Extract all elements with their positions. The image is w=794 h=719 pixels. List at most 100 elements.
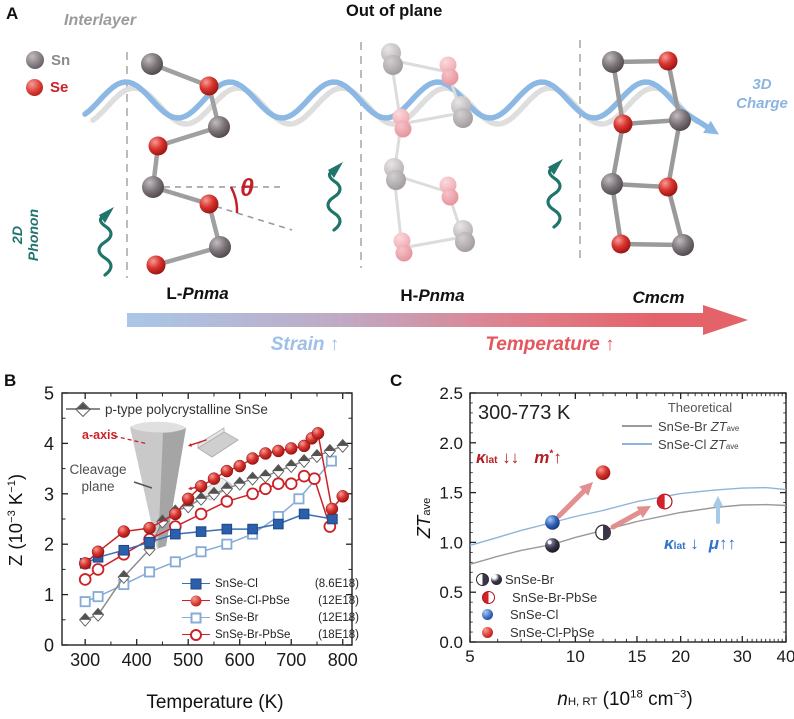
strain-temperature-arrow [127, 305, 748, 335]
panel-c-y-axis-label: ZTave [413, 497, 434, 539]
panel-c-chart: 5 10 15 20 30 40 0.0 0.5 1.0 1.5 2.0 2.5 [439, 384, 794, 666]
svg-text:0: 0 [44, 636, 54, 656]
theta-label: θ [240, 174, 254, 202]
sn-label: Sn [51, 51, 71, 69]
legend-item-snse-br-pbse: SnSe-Br-PbSe (18E18) [182, 626, 359, 643]
strain-label: Strain ↑ [270, 334, 340, 355]
svg-text:1: 1 [44, 585, 54, 605]
phonon-label: 2D Phonon [9, 208, 42, 262]
svg-text:500: 500 [173, 650, 203, 670]
half-dark-circle-icon [476, 573, 489, 587]
svg-text:600: 600 [225, 650, 255, 670]
half-red-circle-icon [482, 590, 495, 604]
interlayer-dashed-lines [126, 40, 581, 278]
h-pnma-label: H-Pnma [400, 286, 465, 305]
panel-c-arrows [556, 482, 724, 530]
svg-text:2.5: 2.5 [439, 384, 463, 403]
legend-point-snse-cl-pbse: SnSe-Cl-PbSe [476, 624, 597, 642]
point-SnSe-Cl-PbSe [595, 465, 611, 480]
panel-c-point-legend: SnSe-Br SnSe-Br-PbSe SnSe-Cl SnSe-Cl-PbS… [476, 571, 597, 641]
sn-sphere-icon [26, 51, 44, 69]
charge-label: 3D Charge [736, 76, 788, 112]
point-SnSe-Cl [545, 515, 560, 530]
panel-c-label: C [390, 371, 403, 390]
legend-item-snse-cl: SnSe-Cl (8.6E18) [182, 575, 359, 592]
svg-text:4: 4 [44, 434, 54, 454]
point-SnSe-Br-PbSe [656, 493, 673, 510]
series-SnSe-Cl [79, 508, 338, 569]
svg-text:1.0: 1.0 [439, 533, 463, 552]
cmcm-structure [601, 51, 694, 256]
charge-wave [82, 79, 719, 135]
panel-c-points [545, 465, 673, 553]
panel-b-label: B [4, 371, 17, 390]
svg-text:800: 800 [328, 650, 358, 670]
panel-b-y-axis-label: Z (10−3 K−1) [5, 473, 26, 567]
interlayer-label: Interlayer [64, 12, 137, 29]
legend-line-snse-br: SnSe-Br ZTave [622, 417, 739, 435]
point-SnSe-Br [545, 538, 560, 553]
svg-text:2: 2 [44, 535, 54, 555]
theoretical-line-SnSe-Br ZTave [469, 503, 787, 565]
panel-a-art [82, 40, 748, 335]
phonon-arrows [97, 157, 565, 277]
dark-sphere-icon [491, 574, 502, 586]
out-of-plane-label: Out of plane [346, 2, 443, 20]
se-label: Se [50, 79, 69, 96]
panel-c-x-axis-label: nH, RT (1018 cm−3) [557, 688, 693, 710]
panel-a-label: A [6, 4, 19, 23]
legend-se: Se [26, 79, 68, 96]
blue-sphere-icon [482, 609, 493, 621]
red-sphere-icon [482, 626, 493, 638]
legend-point-snse-cl: SnSe-Cl [476, 606, 597, 624]
diamond-marker-icon [66, 401, 100, 417]
svg-text:3: 3 [44, 484, 54, 504]
l-pnma-label: L-Pnma [166, 284, 229, 303]
panel-c-axes: 5 10 15 20 30 40 0.0 0.5 1.0 1.5 2.0 2.5 [439, 384, 794, 666]
svg-text:700: 700 [276, 650, 306, 670]
theta-arc [229, 186, 239, 214]
legend-sn: Sn [26, 51, 70, 69]
legend-point-snse-br: SnSe-Br [476, 571, 597, 589]
theoretical-line-SnSe-Cl ZTave [469, 486, 787, 547]
kappa-lat-m-annotation: κlat ↓↓ m*↑ [476, 448, 562, 467]
svg-text:1.5: 1.5 [439, 484, 463, 503]
a-axis-label: a-axis [82, 428, 118, 442]
series-p-type polycrystalline SnSe [78, 438, 349, 627]
point-SnSe-Br [595, 524, 611, 541]
svg-text:20: 20 [671, 647, 690, 666]
svg-text:40: 40 [777, 647, 794, 666]
svg-text:10: 10 [566, 647, 585, 666]
legend-item-snse-cl-pbse: SnSe-Cl-PbSe (12E18) [182, 592, 359, 609]
svg-text:2.0: 2.0 [439, 434, 463, 453]
top-legend-label: p-type polycrystalline SnSe [105, 401, 268, 417]
panel-c-line-legend: SnSe-Br ZTave SnSe-Cl ZTave [622, 417, 739, 453]
temperature-label: Temperature ↑ [485, 334, 615, 355]
series-SnSe-Cl-PbSe [78, 427, 349, 570]
cmcm-label: Cmcm [632, 288, 685, 307]
svg-text:15: 15 [627, 647, 646, 666]
svg-text:0.0: 0.0 [439, 633, 463, 652]
legend-line-snse-cl: SnSe-Cl ZTave [622, 435, 739, 453]
svg-text:0.5: 0.5 [439, 583, 463, 602]
panel-b-top-legend: p-type polycrystalline SnSe [66, 401, 268, 417]
ghost-se-atoms [392, 56, 459, 262]
panel-b-series-legend: SnSe-Cl (8.6E18) SnSe-Cl-PbSe (12E18) Sn… [182, 575, 359, 643]
legend-item-snse-br: SnSe-Br (12E18) [182, 609, 359, 626]
kappa-lat-mu-annotation: κlat ↓ μ↑↑ [664, 534, 737, 553]
theoretical-label: Theoretical [667, 400, 733, 415]
cleavage-plane-label: Cleavage plane [69, 462, 127, 494]
svg-text:30: 30 [733, 647, 752, 666]
svg-text:400: 400 [122, 650, 152, 670]
h-pnma-structure [381, 43, 475, 262]
svg-text:300: 300 [70, 650, 100, 670]
svg-text:5: 5 [44, 384, 54, 404]
legend-point-snse-br-pbse: SnSe-Br-PbSe [476, 589, 597, 607]
ghost-sn-atoms [381, 43, 475, 252]
l-pnma-structure [141, 53, 293, 275]
panel-b-x-axis-label: Temperature (K) [146, 692, 284, 713]
svg-text:5: 5 [465, 647, 474, 666]
panel-b-chart: 300 400 500 600 700 800 0 1 2 3 4 5 [44, 384, 358, 671]
se-sphere-icon [26, 79, 43, 96]
